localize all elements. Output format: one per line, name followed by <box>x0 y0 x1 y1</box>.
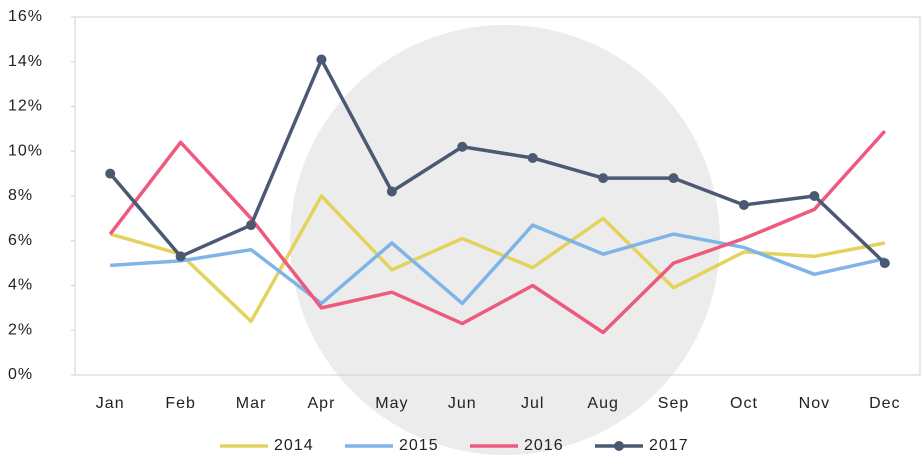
legend-label: 2015 <box>399 437 439 454</box>
y-tick-label: 2% <box>8 321 33 338</box>
x-tick-label: Jan <box>96 395 125 412</box>
data-point <box>175 251 186 262</box>
y-tick-label: 0% <box>8 366 33 383</box>
x-tick-label: Mar <box>236 395 267 412</box>
x-tick-label: Feb <box>165 395 196 412</box>
data-point <box>527 152 538 163</box>
y-tick-label: 12% <box>8 98 43 115</box>
data-point <box>668 173 679 184</box>
y-tick-label: 10% <box>8 142 43 159</box>
y-tick-label: 4% <box>8 277 33 294</box>
legend-label: 2014 <box>274 437 314 454</box>
x-tick-label: Aug <box>587 395 618 412</box>
series-line <box>108 57 886 265</box>
data-point <box>809 191 820 201</box>
x-tick-label: Oct <box>730 395 758 412</box>
x-tick-label: Jul <box>521 395 544 412</box>
series-line <box>110 223 886 306</box>
legend-marker <box>614 441 624 451</box>
data-point <box>738 199 749 210</box>
data-point <box>246 220 257 231</box>
y-tick-label: 14% <box>8 53 43 70</box>
x-tick-label: Sep <box>658 395 689 412</box>
data-point <box>316 54 327 65</box>
data-point <box>598 173 609 184</box>
series-line <box>108 129 887 335</box>
legend-label: 2017 <box>649 437 689 454</box>
x-tick-label: Nov <box>799 395 830 412</box>
y-tick-label: 16% <box>8 8 43 25</box>
x-tick-label: Apr <box>308 395 336 412</box>
data-point <box>879 258 890 269</box>
y-tick-label: 6% <box>8 232 33 249</box>
x-tick-label: Dec <box>869 395 900 412</box>
data-point <box>105 168 116 179</box>
x-tick-label: Jun <box>448 395 477 412</box>
data-point <box>386 186 397 197</box>
data-point <box>457 141 468 152</box>
watermark <box>290 25 720 455</box>
y-tick-label: 8% <box>8 187 33 204</box>
legend-label: 2016 <box>524 437 564 454</box>
x-tick-label: May <box>375 395 408 412</box>
